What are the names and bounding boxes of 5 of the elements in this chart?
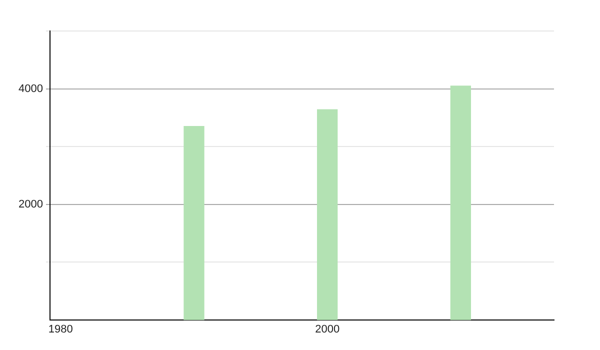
bar: [450, 86, 471, 320]
bar: [317, 109, 338, 320]
bar: [184, 126, 204, 320]
x-tick-label: 1980: [48, 324, 73, 336]
y-tick-label: 4000: [18, 82, 43, 95]
